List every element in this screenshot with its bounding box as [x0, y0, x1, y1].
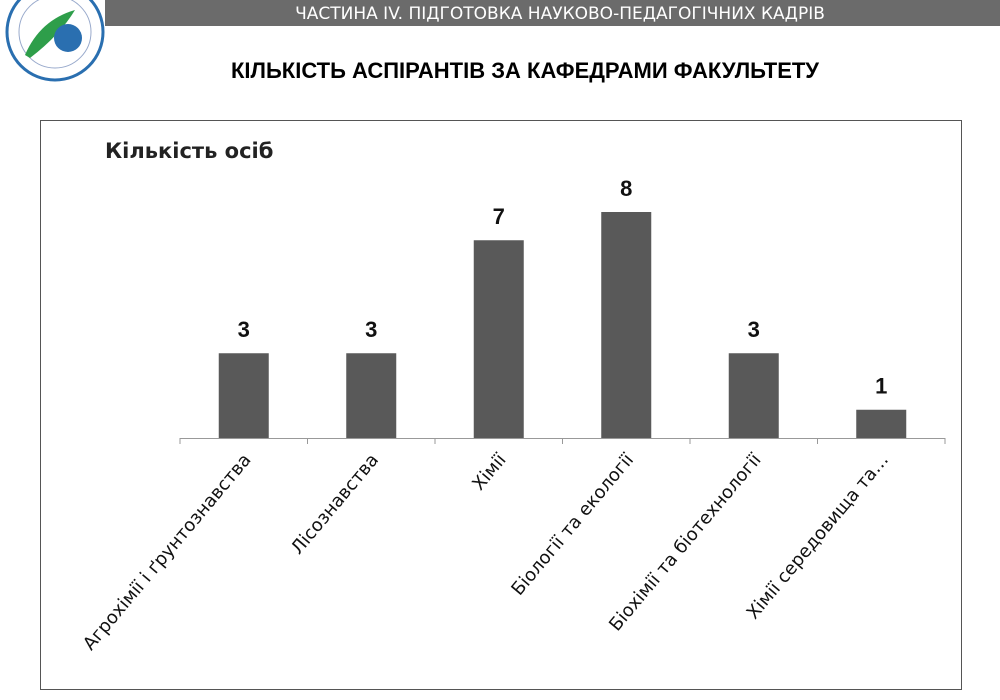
- section-title: ЧАСТИНА IV. ПІДГОТОВКА НАУКОВО-ПЕДАГОГІЧ…: [295, 4, 825, 24]
- header-bar: [105, 0, 1000, 26]
- bar: [601, 212, 652, 438]
- x-tick-label: Хімії: [468, 449, 511, 495]
- data-label: 3: [238, 317, 250, 342]
- x-tick-label: Хімії середовища та…: [743, 450, 893, 624]
- data-label: 3: [748, 317, 760, 342]
- y-axis-label: Кількість осіб: [105, 139, 273, 163]
- data-label: 7: [493, 204, 505, 229]
- bar: [346, 353, 397, 438]
- data-label: 1: [875, 374, 887, 399]
- logo: [5, 0, 105, 82]
- bar: [728, 353, 779, 438]
- data-label: 3: [365, 317, 377, 342]
- chart-frame: [40, 120, 962, 690]
- x-tick-label: Біохімії та біотехнології: [605, 449, 766, 635]
- bar: [218, 353, 269, 438]
- bar: [473, 240, 524, 438]
- data-label: 8: [620, 176, 632, 201]
- x-tick-label: Лісознавства: [287, 450, 383, 559]
- chart-title: КІЛЬКІСТЬ АСПІРАНТІВ ЗА КАФЕДРАМИ ФАКУЛЬ…: [231, 58, 819, 83]
- x-tick-label: Агрохімії і ґрунтознавства: [79, 450, 256, 655]
- bar: [856, 409, 907, 438]
- x-tick-label: Біології та екології: [507, 449, 638, 600]
